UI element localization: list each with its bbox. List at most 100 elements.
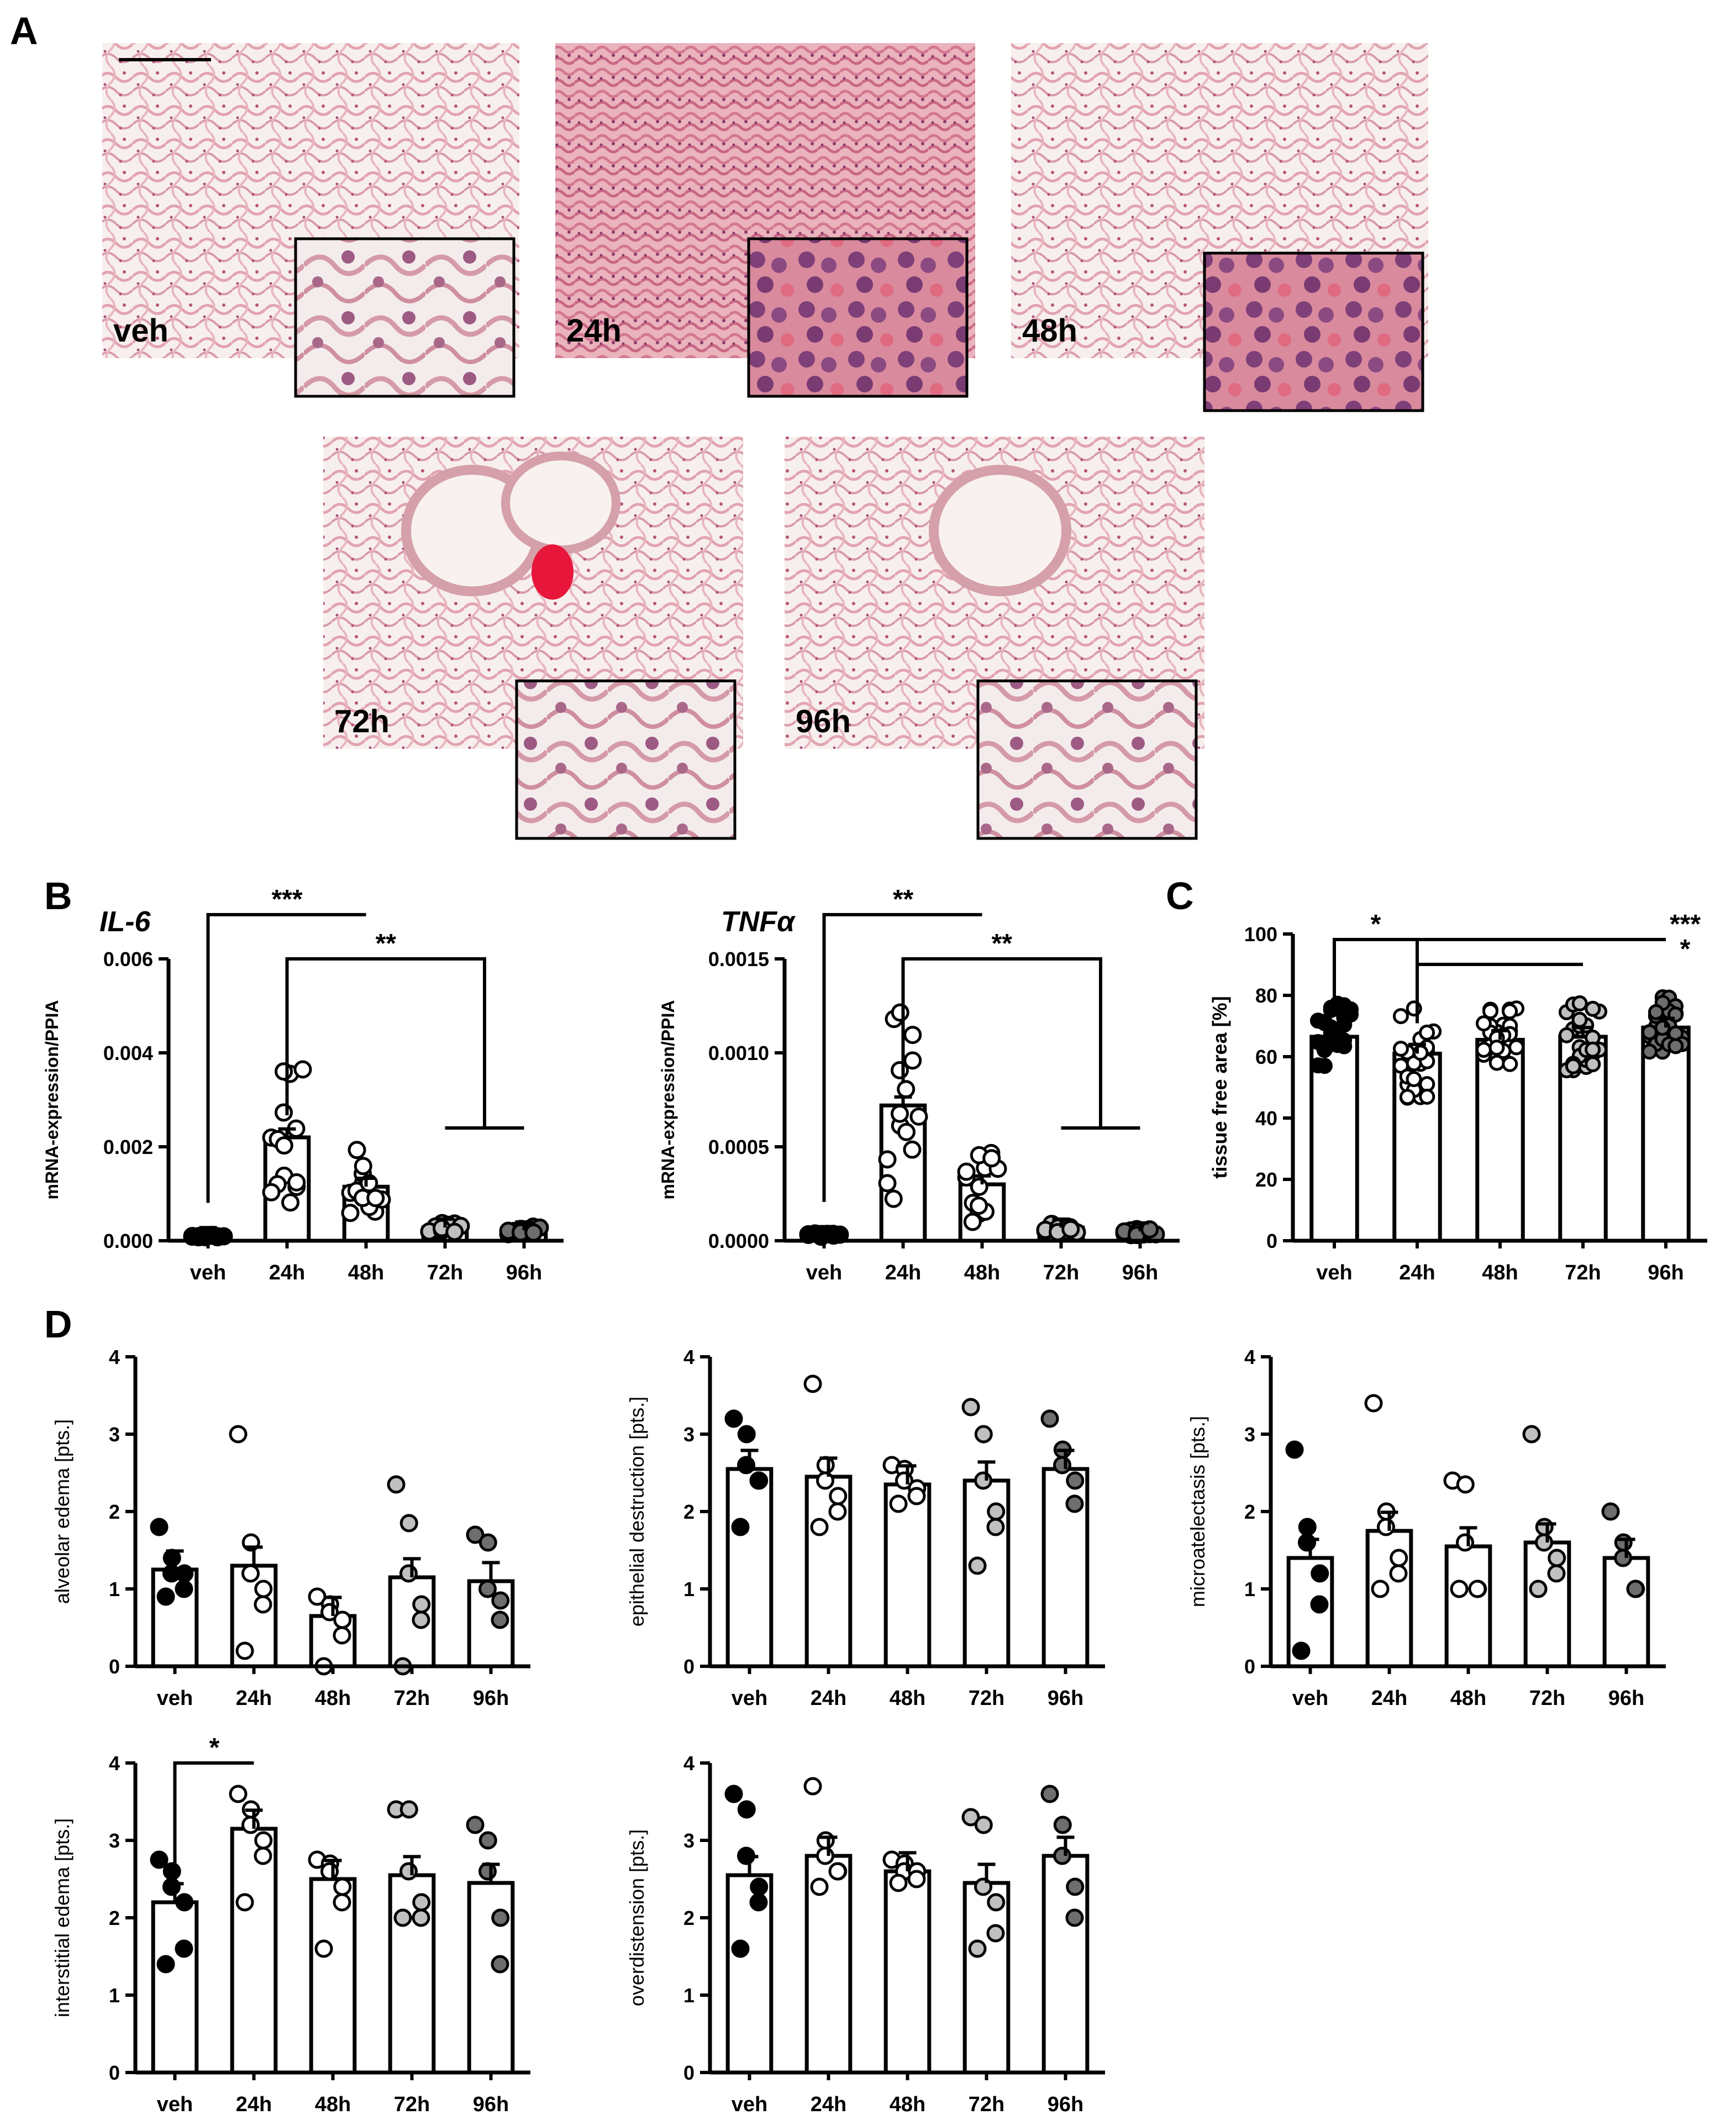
data-point: [803, 1777, 822, 1796]
data-point: [810, 1518, 829, 1536]
x-tick-label: 96h: [473, 1687, 509, 1710]
data-point: [150, 1850, 169, 1869]
data-point: [816, 1831, 835, 1850]
micrograph-48h: 48h: [1011, 43, 1428, 412]
bar-24h: [804, 1475, 853, 1668]
data-point: [963, 1213, 982, 1231]
data-point: [1309, 1057, 1326, 1074]
data-point: [1565, 1058, 1581, 1074]
micrograph-label: 24h: [566, 313, 622, 349]
y-tick-label: 40: [1255, 1107, 1277, 1130]
data-point: [341, 1204, 360, 1222]
x-tick-label: 72h: [1043, 1261, 1079, 1284]
chart-5: veh 24h 48h 72h 96h 0 1 2 3 4 epithelial destructi…: [625, 1346, 1105, 1710]
data-point: [970, 1177, 988, 1196]
y-tick-label: 0: [1244, 1655, 1255, 1678]
micrograph-label: 72h: [334, 704, 390, 739]
data-point: [175, 1893, 194, 1912]
significance-label: *: [1680, 935, 1691, 964]
data-point: [884, 1189, 903, 1208]
data-point: [1364, 1394, 1383, 1413]
significance-bracket: [1416, 938, 1666, 1024]
data-point: [287, 1173, 306, 1192]
y-tick-label: 0.000: [103, 1230, 153, 1252]
y-tick-label: 20: [1255, 1168, 1277, 1191]
x-tick-label: 48h: [1482, 1261, 1518, 1284]
data-point: [749, 1893, 768, 1912]
micrograph-96h: 96h: [785, 437, 1204, 840]
y-tick-label: 100: [1244, 923, 1277, 946]
y-tick-label: 0: [109, 2061, 120, 2084]
data-point: [1392, 1041, 1409, 1057]
airway-lumen: [929, 465, 1071, 596]
y-tick-label: 1: [683, 1984, 695, 2007]
x-tick-label: 96h: [1608, 1687, 1644, 1710]
data-point: [803, 1374, 822, 1393]
data-point: [961, 1808, 980, 1827]
micrograph-veh: veh: [102, 43, 519, 398]
data-point: [387, 1475, 406, 1494]
x-tick-label: 96h: [1648, 1261, 1684, 1284]
x-tick-label: 48h: [1450, 1687, 1486, 1710]
chart-2: veh 24h 48h 72h 96h 0.0000 0.0005 0.0010 0.0015 m…: [658, 885, 1180, 1284]
data-point: [1571, 1011, 1588, 1028]
panel-letter-d: D: [44, 1303, 72, 1346]
data-point: [907, 1870, 926, 1888]
significance-bracket: [206, 913, 366, 1203]
data-point: [829, 1487, 848, 1505]
panel-letter-b: B: [44, 874, 72, 917]
data-point: [478, 1831, 497, 1850]
data-point: [412, 1893, 431, 1912]
data-point: [982, 1149, 1001, 1168]
data-point: [1641, 1024, 1658, 1041]
data-point: [399, 1514, 418, 1533]
data-point: [1053, 1816, 1072, 1834]
data-point: [254, 1595, 272, 1614]
data-point: [1502, 1056, 1518, 1072]
x-tick-label: 24h: [811, 2093, 846, 2116]
y-tick-label: 1: [109, 1984, 120, 2007]
micrograph-inset: [747, 237, 969, 398]
data-point: [1310, 1595, 1329, 1614]
y-tick-label: 0.002: [103, 1136, 153, 1158]
micrograph-72h: 72h: [323, 437, 743, 840]
data-point: [828, 1862, 847, 1881]
data-point: [348, 1141, 366, 1159]
x-tick-label: veh: [806, 1261, 842, 1284]
micrograph-label: 96h: [796, 704, 851, 739]
micrograph-label: veh: [113, 313, 169, 349]
data-point: [1535, 1533, 1553, 1552]
x-tick-label: 96h: [1048, 1687, 1083, 1710]
data-point: [275, 1103, 293, 1122]
data-point: [1316, 1014, 1333, 1030]
x-tick-label: 72h: [1565, 1261, 1601, 1284]
bar-72h: [962, 1881, 1011, 2075]
data-point: [491, 1610, 509, 1629]
data-point: [1535, 1518, 1554, 1536]
data-point: [466, 1816, 485, 1834]
y-axis-label: mRNA-expression/PPIA: [42, 1000, 62, 1200]
data-point: [399, 1862, 418, 1881]
chart-1: veh 24h 48h 72h 96h 0.000 0.002 0.004 0.006 mRNA-…: [42, 885, 564, 1284]
data-point: [156, 1587, 175, 1606]
data-point: [275, 1062, 293, 1081]
data-point: [816, 1471, 834, 1490]
data-point: [1626, 1580, 1645, 1598]
bar-veh: [151, 1900, 199, 2075]
data-point: [1140, 1220, 1159, 1239]
y-tick-label: 2: [683, 1907, 695, 1929]
data-point: [175, 1939, 193, 1958]
data-point: [1475, 1015, 1492, 1032]
data-point: [1040, 1785, 1059, 1803]
y-tick-label: 3: [683, 1829, 695, 1852]
micrograph-inset: [294, 237, 515, 398]
y-tick-label: 0.0015: [708, 948, 769, 970]
significance-bracket: [1416, 963, 1583, 1024]
y-tick-label: 0: [683, 1655, 695, 1678]
data-point: [162, 1862, 181, 1881]
x-tick-label: 96h: [1122, 1261, 1158, 1284]
data-point: [393, 1908, 412, 1927]
data-point: [1066, 1877, 1085, 1896]
x-tick-label: 24h: [236, 2093, 272, 2116]
significance-bracket: [285, 957, 486, 1128]
